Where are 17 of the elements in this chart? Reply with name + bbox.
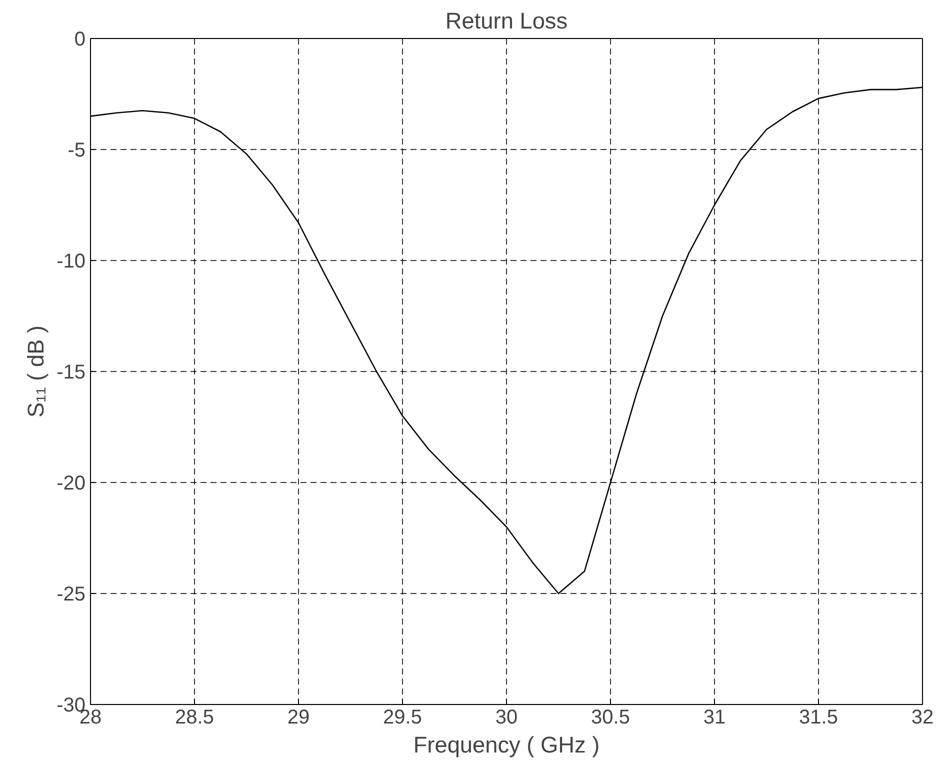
x-tick-label: 28.5 bbox=[175, 706, 214, 728]
y-tick-label: -10 bbox=[56, 250, 86, 272]
y-tick-label: -20 bbox=[56, 472, 86, 494]
y-tick-label: -25 bbox=[56, 584, 86, 606]
y-tick-label: 0 bbox=[74, 28, 86, 50]
y-tick-label: -5 bbox=[68, 140, 86, 162]
x-tick-label: 29.5 bbox=[383, 706, 422, 728]
x-tick-label: 30.5 bbox=[591, 706, 630, 728]
x-axis-title: Frequency ( GHz ) bbox=[413, 732, 600, 758]
x-tick-label: 30 bbox=[495, 706, 518, 728]
x-tick-label: 32 bbox=[911, 706, 934, 728]
x-tick-label: 31 bbox=[703, 706, 726, 728]
x-tick-label: 31.5 bbox=[799, 706, 838, 728]
y-axis-title: S₁₁ ( dB ) bbox=[22, 325, 49, 418]
chart-title: Return Loss bbox=[445, 8, 568, 34]
x-tick-label: 29 bbox=[287, 706, 310, 728]
y-tick-label: -15 bbox=[56, 362, 86, 384]
